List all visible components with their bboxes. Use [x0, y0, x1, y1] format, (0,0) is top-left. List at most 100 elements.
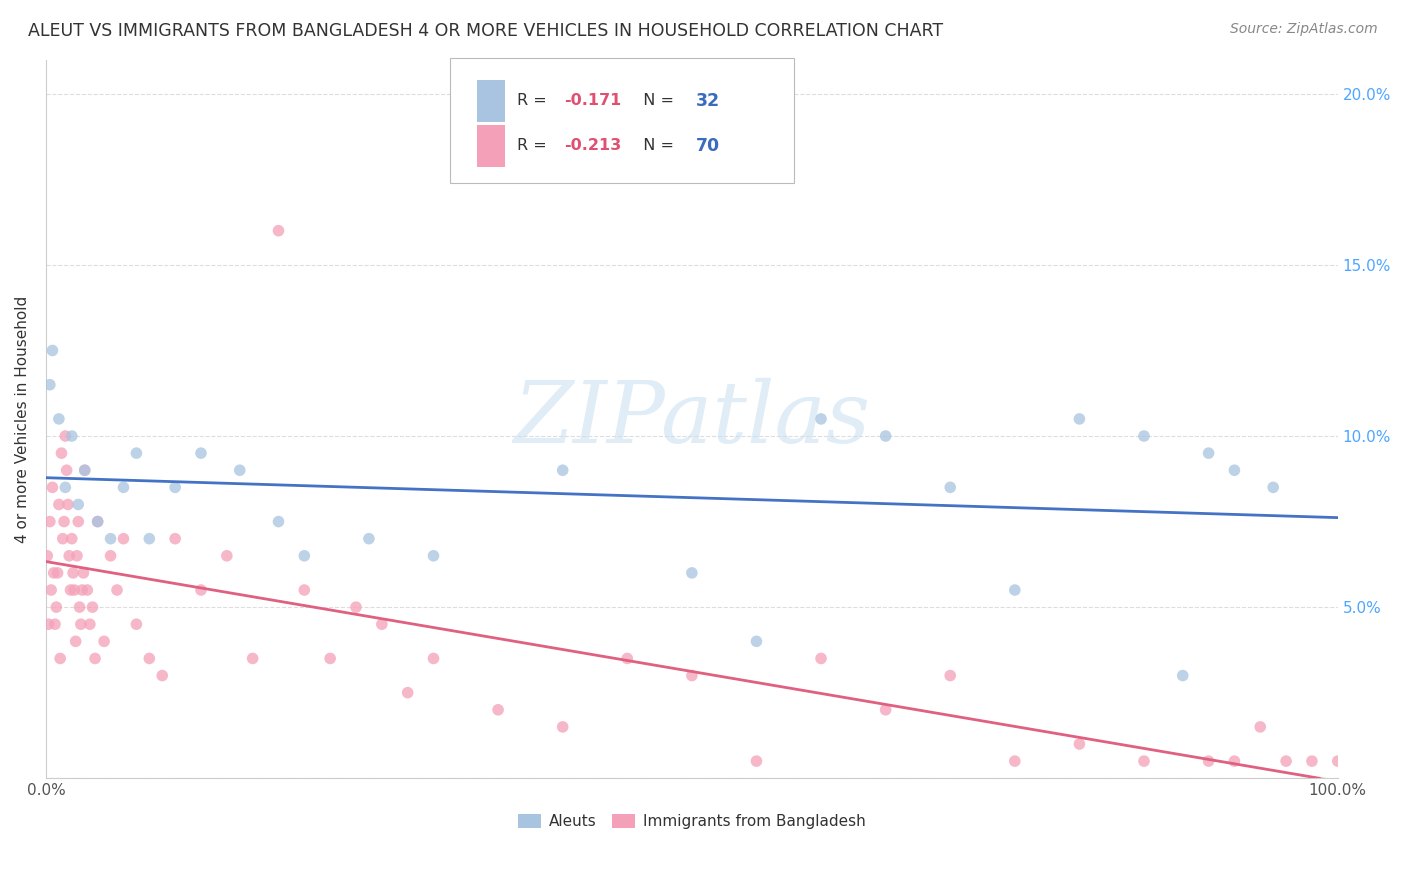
Point: [60, 429, 83, 443]
Text: -0.213: -0.213: [564, 138, 621, 153]
Point: [38, 617, 60, 632]
Point: [79, 617, 101, 632]
Point: [1171, 668, 1194, 682]
Point: [82, 600, 104, 615]
Point: [55, 463, 77, 477]
Text: 32: 32: [696, 92, 720, 110]
Point: [125, 617, 148, 632]
Point: [681, 668, 703, 682]
Point: [190, 582, 212, 597]
Point: [138, 532, 160, 546]
Point: [53, 429, 76, 443]
Point: [486, 703, 509, 717]
Point: [58, 549, 80, 563]
Point: [48, 412, 70, 426]
Point: [84, 651, 107, 665]
Point: [165, 480, 187, 494]
Point: [49, 651, 72, 665]
Point: [67, 498, 90, 512]
Point: [1198, 446, 1220, 460]
Point: [396, 686, 419, 700]
Point: [73, 463, 96, 477]
Point: [62, 566, 84, 580]
Point: [38, 515, 60, 529]
Point: [1263, 480, 1285, 494]
Point: [93, 634, 115, 648]
Point: [1069, 737, 1091, 751]
Point: [67, 515, 90, 529]
Point: [229, 463, 252, 477]
Point: [1133, 429, 1156, 443]
Point: [1223, 463, 1246, 477]
Point: [138, 651, 160, 665]
Point: [1004, 582, 1026, 597]
Point: [46, 566, 69, 580]
Point: [242, 651, 264, 665]
Point: [65, 634, 87, 648]
Text: -0.171: -0.171: [564, 93, 621, 108]
Point: [45, 600, 67, 615]
Point: [105, 582, 128, 597]
Point: [422, 651, 444, 665]
Point: [681, 566, 703, 580]
Text: Source: ZipAtlas.com: Source: ZipAtlas.com: [1230, 22, 1378, 37]
Point: [1223, 754, 1246, 768]
Point: [344, 600, 367, 615]
Y-axis label: 4 or more Vehicles in Household: 4 or more Vehicles in Household: [15, 295, 30, 542]
Point: [292, 549, 315, 563]
Point: [616, 651, 638, 665]
Point: [37, 549, 59, 563]
Point: [41, 343, 63, 358]
Point: [53, 480, 76, 494]
Point: [76, 582, 98, 597]
Point: [357, 532, 380, 546]
Text: 70: 70: [696, 137, 720, 155]
Point: [86, 515, 108, 529]
Point: [422, 549, 444, 563]
Legend: Aleuts, Immigrants from Bangladesh: Aleuts, Immigrants from Bangladesh: [512, 808, 872, 835]
Point: [72, 566, 94, 580]
Point: [52, 532, 75, 546]
Text: ALEUT VS IMMIGRANTS FROM BANGLADESH 4 OR MORE VEHICLES IN HOUSEHOLD CORRELATION : ALEUT VS IMMIGRANTS FROM BANGLADESH 4 OR…: [28, 22, 943, 40]
Point: [267, 515, 290, 529]
Point: [371, 617, 394, 632]
Point: [810, 651, 832, 665]
Text: R =: R =: [517, 93, 553, 108]
Point: [1326, 754, 1348, 768]
Point: [112, 532, 135, 546]
Point: [551, 463, 574, 477]
Point: [875, 429, 897, 443]
Point: [73, 463, 96, 477]
Point: [745, 754, 768, 768]
Point: [70, 617, 93, 632]
Point: [1133, 754, 1156, 768]
Point: [1198, 754, 1220, 768]
Point: [165, 532, 187, 546]
Point: [48, 498, 70, 512]
Point: [51, 446, 73, 460]
Point: [1301, 754, 1323, 768]
Point: [1249, 720, 1271, 734]
Point: [59, 582, 82, 597]
Point: [63, 582, 86, 597]
Point: [100, 549, 122, 563]
Point: [38, 377, 60, 392]
Point: [112, 480, 135, 494]
Point: [56, 498, 79, 512]
Point: [551, 720, 574, 734]
Point: [215, 549, 238, 563]
Text: ZIPatlas: ZIPatlas: [513, 377, 870, 460]
Point: [1004, 754, 1026, 768]
Text: N =: N =: [633, 138, 679, 153]
Point: [875, 703, 897, 717]
Point: [41, 480, 63, 494]
Point: [292, 582, 315, 597]
Point: [810, 412, 832, 426]
Point: [939, 668, 962, 682]
Point: [53, 515, 76, 529]
Point: [66, 549, 89, 563]
Point: [267, 224, 290, 238]
Point: [150, 668, 173, 682]
Point: [190, 446, 212, 460]
Point: [100, 532, 122, 546]
